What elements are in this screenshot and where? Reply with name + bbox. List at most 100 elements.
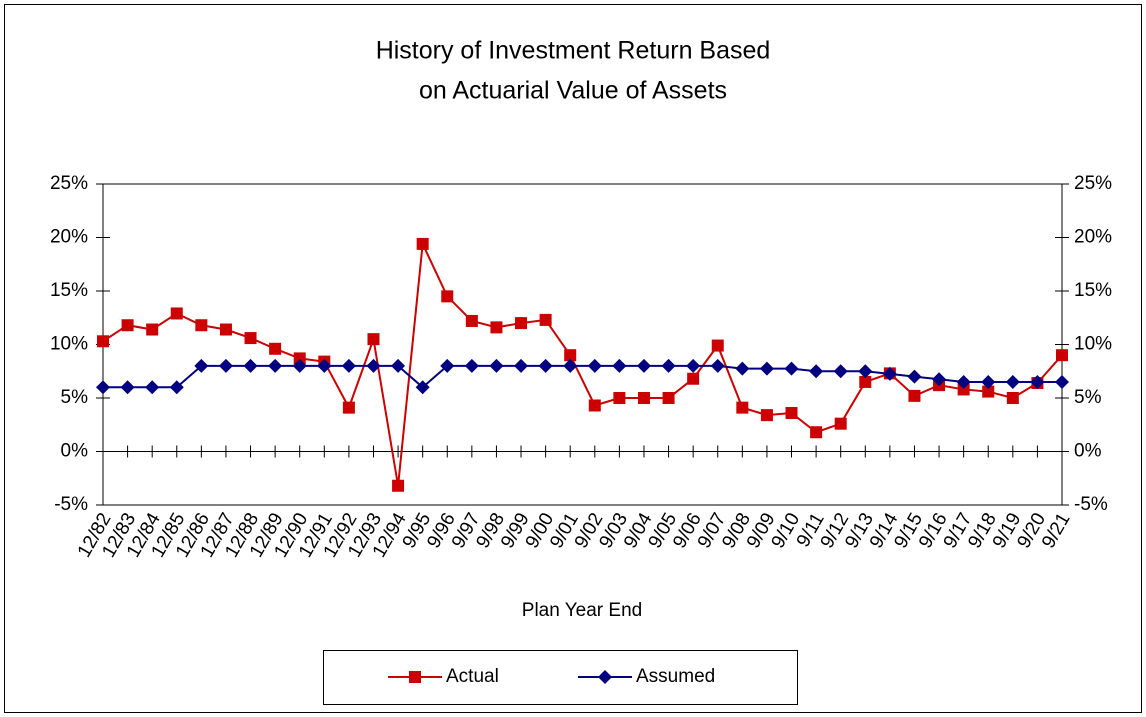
marker [539,313,552,326]
marker [687,372,700,385]
marker [464,358,479,373]
marker [244,332,257,345]
marker [834,417,847,430]
y-tick-label: 0% [61,441,89,462]
y-tick-label: 25% [50,173,88,194]
marker [613,392,626,404]
marker [598,670,612,684]
marker [489,358,504,373]
marker [195,319,208,332]
marker [1005,374,1020,389]
series-line [102,240,1063,486]
marker [170,307,183,320]
marker [538,358,553,373]
marker [292,358,307,373]
marker [145,380,160,395]
y2-tick-label: -5% [1074,494,1108,515]
marker [391,358,406,373]
marker [243,358,258,373]
marker [440,358,455,373]
marker [342,401,355,414]
x-axis-title: Plan Year End [522,600,642,621]
legend-label: Actual [446,666,499,687]
marker [759,361,774,376]
y-tick-label: 5% [61,387,89,408]
marker [859,375,872,388]
marker [121,319,134,332]
chart-title: on Actuarial Value of Assets [419,77,727,105]
y2-tick-label: 5% [1074,387,1102,408]
marker [120,380,135,395]
marker [367,333,380,346]
marker [514,358,529,373]
marker [956,374,971,389]
marker [908,389,921,402]
marker [268,358,283,373]
marker [441,290,454,303]
marker [317,358,332,373]
marker [612,358,627,373]
marker [563,358,578,373]
y2-tick-label: 0% [1074,441,1102,462]
marker [1006,392,1019,404]
y-tick-label: 10% [50,334,88,355]
y2-tick-label: 15% [1074,280,1112,301]
marker [882,366,897,381]
marker [784,361,799,376]
y-tick-label: 15% [50,280,88,301]
marker [982,385,995,398]
marker [637,392,650,404]
marker [194,358,209,373]
marker [341,358,356,373]
marker [809,364,824,379]
marker [392,479,405,492]
marker [736,401,749,414]
marker [218,358,233,373]
marker [97,335,109,348]
marker [96,380,110,395]
y-tick-label: 20% [50,227,88,248]
marker [219,323,232,336]
marker [293,352,306,365]
marker [785,406,798,419]
series-line [103,364,1062,389]
marker [760,409,773,422]
marker [810,426,823,439]
marker [735,361,750,376]
marker [515,317,528,330]
marker [146,323,159,336]
marker [169,380,184,395]
y2-tick-label: 20% [1074,227,1112,248]
y2-tick-label: 25% [1074,173,1112,194]
marker [269,342,282,355]
marker [686,358,701,373]
marker [661,358,676,373]
marker [1030,374,1045,389]
marker [409,671,421,683]
marker [957,383,970,396]
marker [1055,374,1069,389]
marker [711,339,724,352]
marker [907,369,922,384]
marker [415,380,430,395]
marker [588,399,601,412]
marker [564,349,577,362]
marker [465,314,478,327]
marker [932,372,947,387]
marker [490,321,503,334]
marker [662,392,675,404]
marker [587,358,602,373]
marker [981,374,996,389]
marker [710,358,725,373]
y2-tick-label: 10% [1074,334,1112,355]
marker [833,364,848,379]
marker [366,358,381,373]
marker [858,364,873,379]
marker [416,237,429,250]
chart-title: History of Investment Return Based [376,37,771,65]
y-tick-label: -5% [54,494,88,515]
legend-label: Assumed [636,666,715,687]
marker [636,358,651,373]
marker [1056,349,1068,362]
